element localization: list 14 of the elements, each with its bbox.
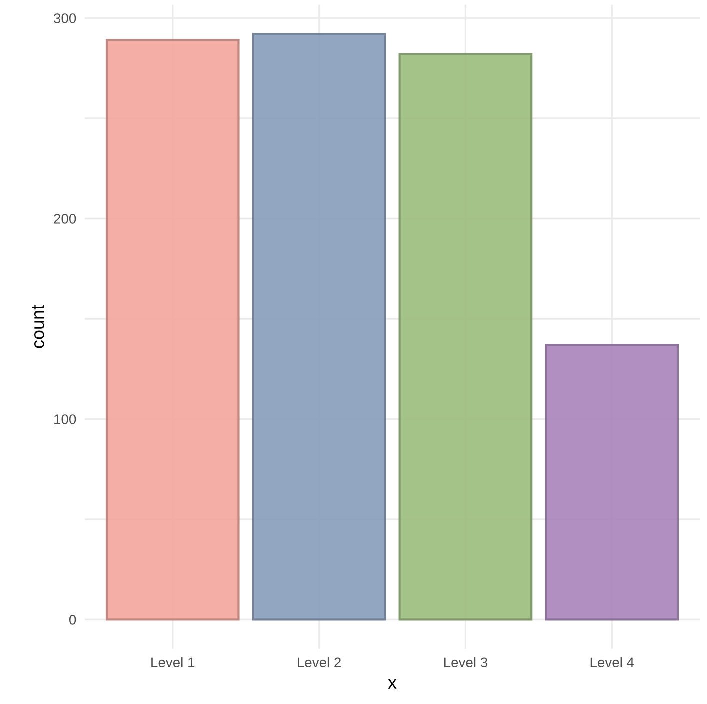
bar bbox=[545, 344, 680, 621]
x-tick-label: Level 3 bbox=[444, 657, 488, 668]
y-axis-title: count bbox=[32, 305, 44, 348]
x-tick-label: Level 1 bbox=[152, 657, 195, 668]
y-tick-label: 200 bbox=[54, 214, 76, 224]
y-tick-label: 0 bbox=[69, 615, 76, 625]
x-tick-label: Level 2 bbox=[298, 657, 341, 668]
bar bbox=[252, 33, 386, 621]
y-tick-label: 300 bbox=[54, 14, 76, 24]
x-tick-label: Level 4 bbox=[590, 657, 634, 668]
y-tick-label: 100 bbox=[54, 414, 76, 424]
x-axis-title: x bbox=[388, 679, 397, 689]
bar bbox=[398, 53, 533, 621]
bar bbox=[106, 39, 240, 621]
